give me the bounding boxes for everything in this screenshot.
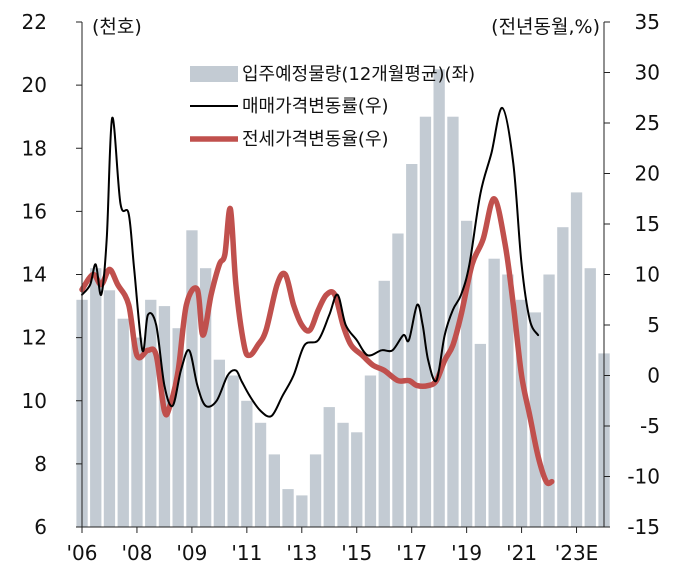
legend-label: 전세가격변동율(우) (242, 129, 389, 150)
right-tick-label: 30 (635, 61, 660, 85)
bar (145, 299, 157, 528)
x-tick-label: '15 (341, 541, 372, 565)
bar (502, 274, 514, 527)
lines-layer (79, 106, 555, 487)
bar (515, 299, 528, 528)
bar (584, 268, 596, 527)
legend-label: 매매가격변동률(우) (242, 96, 389, 117)
bar (254, 422, 267, 527)
sale-line (81, 106, 540, 418)
bar (117, 318, 129, 527)
right-axis-unit: (전년동월,%) (491, 16, 600, 38)
legend-label: 입주예정물량(12개월평균)(좌) (242, 64, 475, 85)
left-tick-label: 6 (34, 515, 47, 539)
x-tick-label: '06 (67, 541, 98, 565)
bar (474, 343, 486, 527)
left-tick-label: 22 (22, 10, 47, 34)
bar (268, 454, 280, 527)
left-axis-unit: (천호) (92, 16, 142, 38)
right-tick-label: 15 (635, 212, 660, 236)
bar (282, 489, 294, 527)
x-tick-label: '17 (396, 541, 427, 565)
right-tick-label: 5 (647, 313, 660, 337)
bar (570, 192, 583, 527)
bar (351, 432, 363, 527)
left-tick-label: 12 (22, 326, 47, 350)
x-tick-label: '11 (231, 541, 262, 565)
axes-layer: 6 8 10 12 14 16 18 20 22 -15 -10 -5 0 5 10 15 20 25 30 35 '0… (22, 10, 660, 565)
bar (323, 407, 335, 527)
bar (488, 258, 500, 527)
left-tick-label: 16 (22, 199, 47, 223)
bar (241, 400, 253, 528)
bar (131, 337, 143, 527)
left-tick-label: 10 (22, 389, 47, 413)
bar (406, 164, 418, 527)
x-tick-label: '19 (451, 541, 482, 565)
bar (529, 312, 541, 527)
bar (213, 359, 225, 527)
bar (186, 230, 198, 528)
right-tick-label: -10 (627, 465, 660, 489)
left-tick-label: 18 (22, 136, 47, 160)
x-tick-label: '08 (121, 541, 152, 565)
bar (90, 268, 102, 527)
x-tick-label: '13 (286, 541, 317, 565)
right-tick-label: 0 (647, 364, 660, 388)
bar (103, 290, 116, 527)
bar (419, 116, 432, 527)
left-tick-label: 20 (22, 73, 47, 97)
right-tick-label: 35 (635, 10, 660, 34)
bar (543, 274, 555, 527)
bar (364, 375, 377, 527)
bar (227, 375, 239, 527)
bar (296, 495, 308, 527)
bar (337, 422, 349, 527)
left-tick-label: 14 (22, 263, 47, 287)
bar (172, 328, 184, 527)
right-tick-label: 20 (635, 162, 660, 186)
x-tick-label: '23E (555, 541, 599, 565)
bar (557, 227, 569, 527)
bar (309, 454, 322, 527)
right-tick-label: 10 (635, 263, 660, 287)
legend: 입주예정물량(12개월평균)(좌) 매매가격변동률(우) 전세가격변동율(우) (190, 64, 475, 150)
x-tick-label: '21 (506, 541, 537, 565)
left-tick-label: 8 (34, 452, 47, 476)
right-tick-label: 25 (635, 111, 660, 135)
right-tick-label: -5 (640, 414, 660, 438)
legend-swatch-bars (190, 66, 238, 82)
x-tick-label: '09 (176, 541, 207, 565)
bar (378, 280, 390, 527)
bar (461, 220, 473, 528)
bar (433, 69, 445, 528)
right-tick-label: -15 (627, 515, 660, 539)
bar (200, 268, 212, 527)
bar (447, 116, 459, 527)
